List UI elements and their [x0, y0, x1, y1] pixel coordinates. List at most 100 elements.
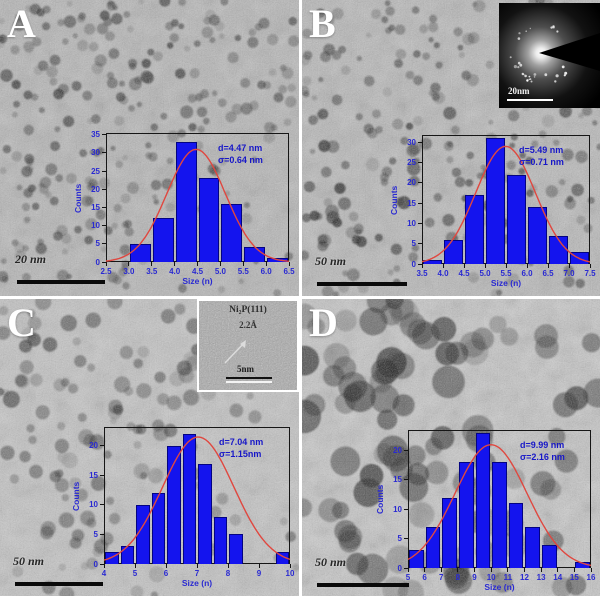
- x-tick-mark: [103, 564, 105, 568]
- y-tick-mark: [100, 474, 104, 476]
- x-tick-label: 16: [586, 573, 596, 582]
- lattice-arrow: [224, 340, 246, 364]
- x-tick-label: 5.5: [500, 269, 512, 278]
- x-tick-label: 13: [536, 573, 546, 582]
- y-tick-mark: [418, 182, 422, 184]
- histogram-bar: [444, 239, 463, 264]
- histogram-bar: [213, 516, 227, 564]
- y-tick-mark: [102, 225, 106, 227]
- x-tick-label: 11: [503, 573, 513, 582]
- y-tick-mark: [102, 261, 106, 263]
- x-tick-mark: [490, 568, 492, 572]
- y-tick-label: 0: [397, 563, 402, 573]
- x-tick-mark: [174, 262, 176, 266]
- histogram-bar: [549, 235, 568, 264]
- hrtem-texture: [199, 301, 297, 390]
- y-tick-label: 15: [89, 470, 98, 480]
- histogram-bar: [423, 259, 442, 264]
- x-tick-label: 9: [472, 573, 477, 582]
- histogram-bar: [492, 462, 507, 568]
- annotation-line: σ=2.16 nm: [520, 452, 565, 462]
- x-tick-label: 5: [405, 573, 411, 582]
- y-tick-label: 5: [411, 239, 416, 249]
- histogram-bar: [486, 138, 505, 264]
- y-tick-label: 0: [411, 259, 416, 269]
- y-tick-label: 20: [407, 178, 416, 188]
- x-tick-label: 6: [163, 569, 169, 578]
- y-tick-label: 15: [393, 475, 402, 485]
- y-tick-mark: [102, 134, 106, 136]
- x-tick-label: 8: [455, 573, 461, 582]
- x-tick-mark: [526, 264, 528, 268]
- y-tick-label: 0: [93, 559, 98, 569]
- annotation-line: σ=0.71 nm: [519, 157, 564, 167]
- phase-label: Ni₂P(111): [229, 305, 267, 315]
- y-tick-mark: [418, 263, 422, 265]
- x-tick-label: 5.0: [214, 267, 226, 276]
- histogram-bar: [465, 195, 484, 264]
- y-tick-label: 5: [93, 529, 98, 539]
- x-tick-mark: [289, 564, 291, 568]
- x-tick-label: 7: [439, 573, 444, 582]
- size-histogram-b: 3.5 4.0 4.5 5.0 5.5 6.0 6.5 7.0 7.5 0 5 10 15 20 25 30 S…: [389, 128, 597, 290]
- x-tick-mark: [440, 568, 442, 572]
- y-tick-label: 0: [95, 257, 100, 267]
- histogram-bar: [198, 178, 220, 262]
- histogram-bar: [198, 463, 212, 564]
- histogram-bar: [136, 504, 150, 564]
- x-tick-mark: [457, 568, 459, 572]
- y-tick-label: 25: [407, 158, 416, 168]
- x-tick-mark: [227, 564, 229, 568]
- annotation-line: d=4.47 nm: [218, 143, 263, 153]
- histogram-bar: [244, 247, 266, 262]
- y-tick-mark: [102, 206, 106, 208]
- histogram-bar: [442, 497, 457, 568]
- histogram-bar: [167, 445, 181, 564]
- x-tick-mark: [105, 262, 107, 266]
- size-histogram-a: 2.5 3.0 3.5 4.0 4.5 5.0 5.5 6.0 6.5 0 5 10 15 20 25 30 3…: [73, 126, 296, 288]
- histogram-bar: [152, 218, 174, 262]
- x-axis-label: Size (n): [484, 582, 515, 592]
- tem-texture: [0, 0, 299, 296]
- saed-scale-bar: [507, 98, 553, 101]
- x-tick-mark: [463, 264, 465, 268]
- y-tick-mark: [404, 567, 408, 569]
- x-tick-mark: [557, 568, 559, 572]
- histogram-bar: [425, 526, 441, 568]
- scale-bar: [317, 583, 409, 587]
- histogram-bar: [528, 207, 547, 264]
- y-axis-label: Counts: [73, 182, 83, 213]
- histogram-bar: [475, 432, 491, 568]
- x-tick-label: 15: [569, 573, 579, 582]
- histogram-bar: [229, 534, 243, 564]
- panel-label-c: C: [7, 300, 36, 345]
- x-axis-label: Size (n): [182, 276, 213, 286]
- y-tick-label: 15: [407, 198, 416, 208]
- panel-d-micrograph: D 50 nm 5 6 7 8 9 10 11 12 13 14 15 16 0 5 10 15 20 Size …: [302, 299, 600, 596]
- histogram-bar: [151, 493, 165, 564]
- x-tick-label: 6.5: [283, 267, 295, 276]
- annotation-line: σ=1.15nm: [219, 449, 262, 459]
- y-tick-mark: [100, 533, 104, 535]
- y-tick-label: 30: [91, 148, 100, 158]
- y-tick-mark: [102, 152, 106, 154]
- size-histogram-d: 5 6 7 8 9 10 11 12 13 14 15 16 0 5 10 15 20 Size (n) Count…: [375, 423, 598, 594]
- annotation-line: d=5.49 nm: [519, 145, 564, 155]
- x-tick-mark: [568, 264, 570, 268]
- x-tick-label: 3.5: [146, 267, 158, 276]
- x-tick-mark: [151, 262, 153, 266]
- y-tick-label: 20: [89, 441, 98, 451]
- x-tick-label: 10: [486, 573, 496, 582]
- x-tick-mark: [590, 568, 592, 572]
- y-tick-mark: [404, 450, 408, 452]
- scale-bar-label: 50 nm: [315, 555, 347, 569]
- panel-a-micrograph: A 20 nm 2.5 3.0 3.5 4.0 4.5 5.0 5.5 6.0 6.5 0 5 10 1…: [0, 0, 299, 296]
- histogram-bar: [458, 462, 474, 568]
- scale-bar-label: 50 nm: [315, 254, 347, 268]
- x-tick-mark: [540, 568, 542, 572]
- x-axis-label: Size (n): [490, 278, 522, 288]
- y-tick-mark: [418, 243, 422, 245]
- x-tick-mark: [242, 262, 244, 266]
- x-tick-mark: [288, 262, 290, 266]
